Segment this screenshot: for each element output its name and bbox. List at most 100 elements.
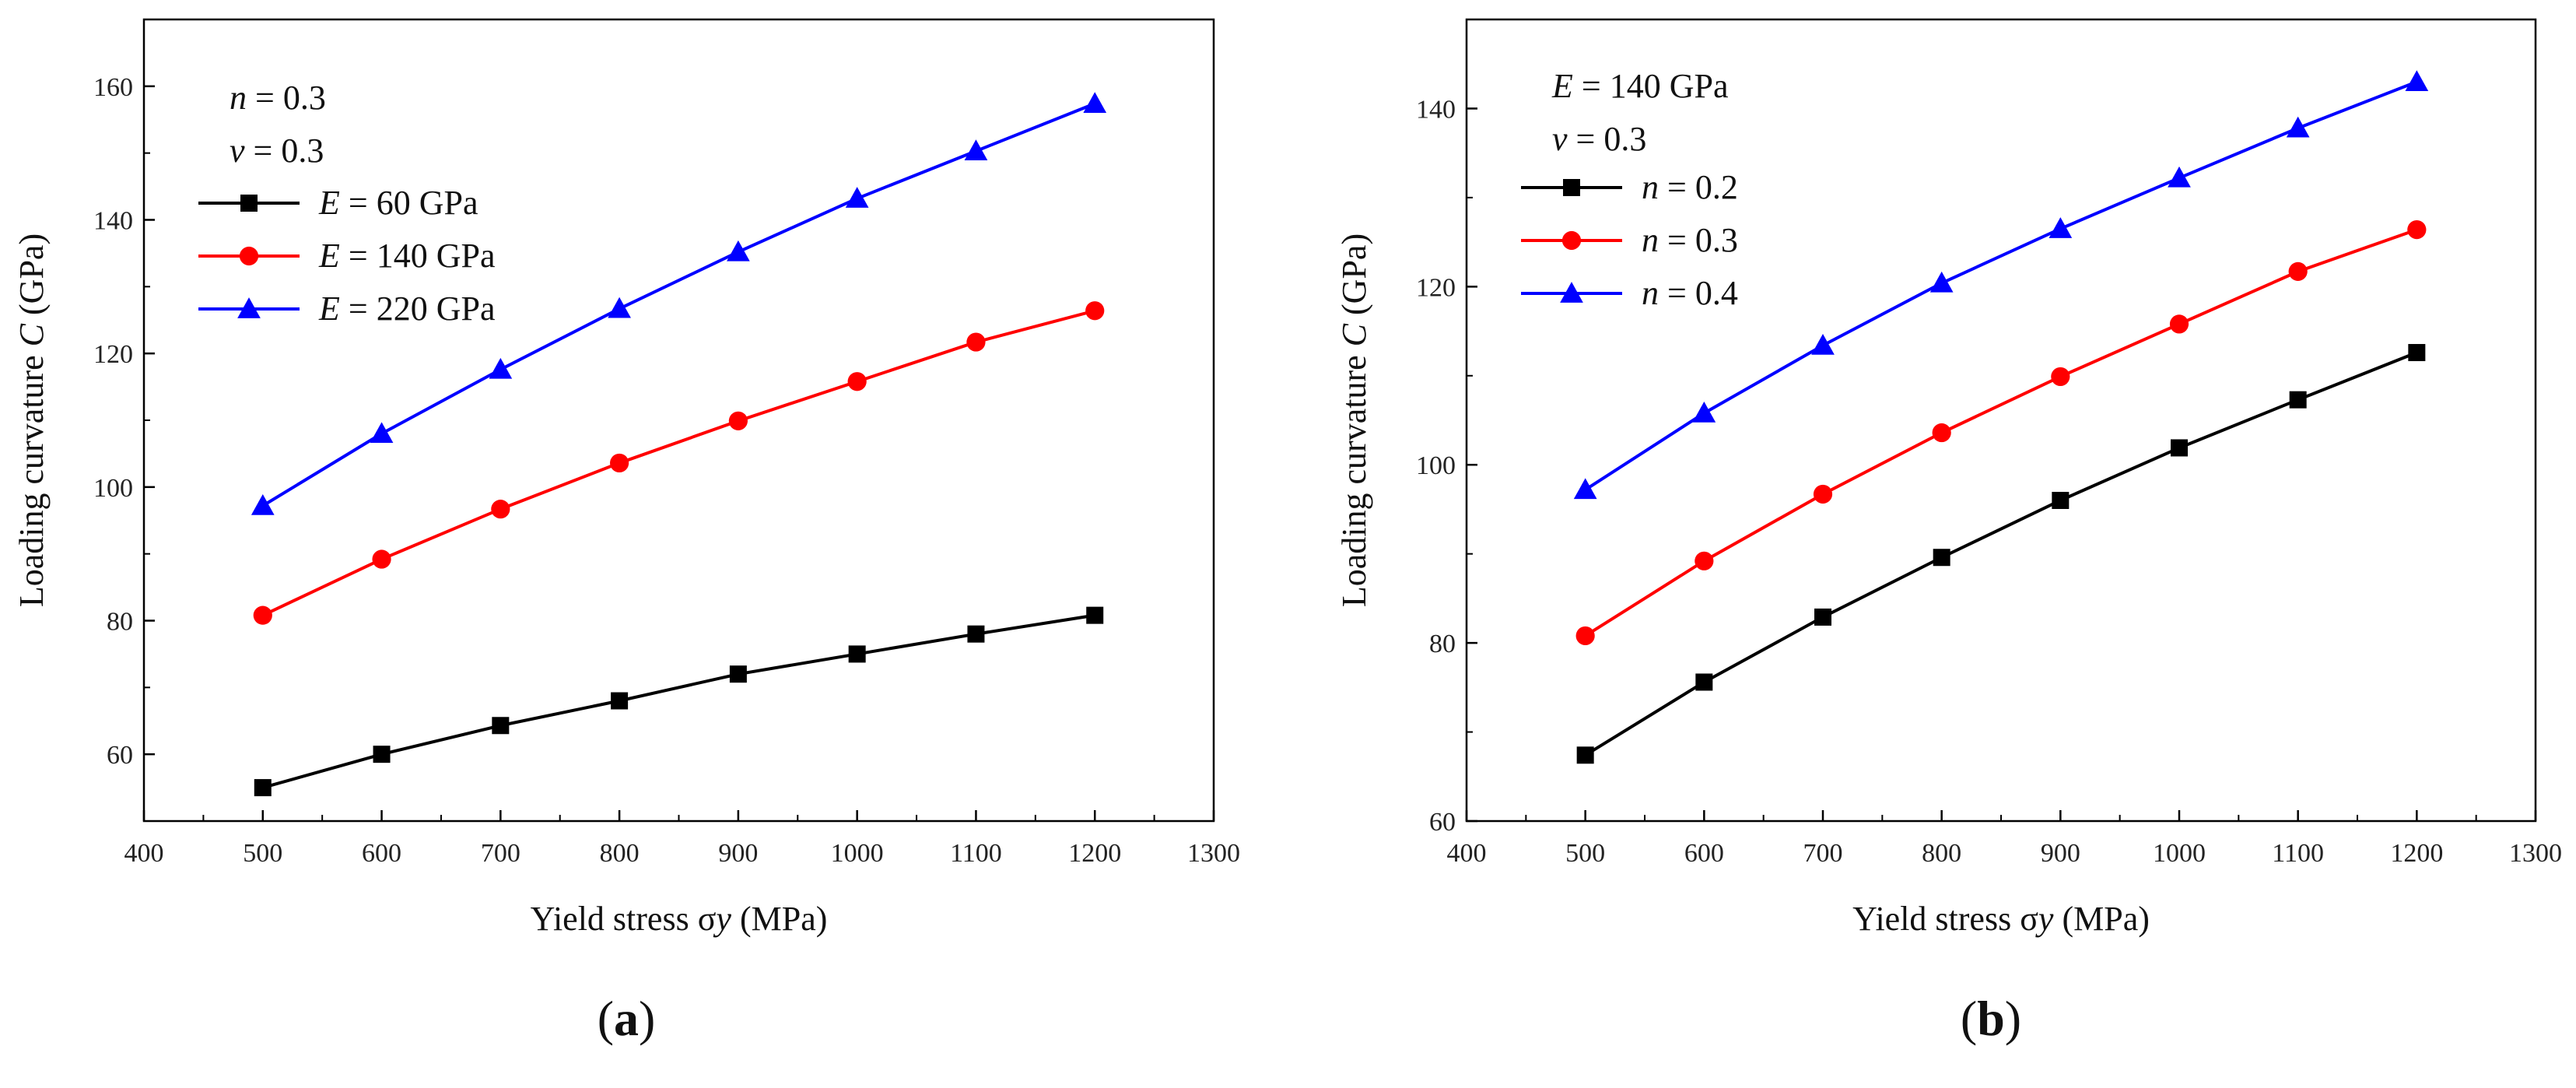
x-tick-label: 400: [124, 839, 164, 868]
data-point-square: [254, 779, 272, 797]
data-point-circle: [1813, 484, 1833, 504]
data-point-triangle: [2049, 217, 2073, 238]
data-point-triangle: [2286, 116, 2310, 138]
panel-label: (a): [598, 991, 656, 1046]
series-line: [1584, 228, 2417, 637]
data-point-circle: [610, 453, 629, 473]
legend-label: E = 140 GPa: [318, 237, 496, 275]
y-axis-title: Loading curvature C (GPa): [12, 233, 51, 607]
x-tick-label: 700: [1803, 839, 1843, 868]
data-point-square: [373, 746, 391, 763]
y-tick-label: 60: [107, 741, 133, 770]
data-point-square: [1086, 606, 1104, 624]
x-axis-title: Yield stress σy (MPa): [1852, 900, 2150, 938]
data-point-circle: [847, 372, 867, 391]
y-tick-label: 100: [93, 474, 133, 503]
data-point-circle: [728, 411, 748, 430]
x-tick-label: 800: [600, 839, 640, 868]
y-tick-label: 60: [1429, 808, 1456, 837]
annotation-text: E = 140 GPa: [1551, 67, 1729, 105]
legend-label: E = 60 GPa: [318, 184, 478, 222]
chart-panel-b: 400 500 600 700 800 900 1000 1100 1200 1300 60 80 10…: [1335, 18, 2562, 1046]
series-line: [262, 613, 1095, 790]
data-point-square: [1695, 673, 1713, 691]
data-point-triangle: [489, 357, 513, 379]
annotation-text: ν = 0.3: [230, 132, 324, 170]
x-tick-label: 1000: [831, 839, 884, 868]
legend-label: E = 220 GPa: [318, 290, 496, 328]
data-point-square: [967, 625, 985, 643]
data-point-square: [1563, 179, 1580, 196]
x-tick-label: 1100: [950, 839, 1002, 868]
x-tick-label: 1300: [2509, 839, 2562, 868]
data-point-square: [2052, 492, 2070, 509]
data-point-circle: [372, 549, 391, 569]
x-tick-label: 400: [1447, 839, 1487, 868]
x-tick-label: 900: [2041, 839, 2080, 868]
data-point-circle: [1575, 626, 1595, 646]
series-line: [1584, 80, 2418, 491]
y-axis-title: Loading curvature C (GPa): [1335, 233, 1373, 607]
data-point-circle: [1561, 230, 1582, 251]
data-point-square: [848, 645, 866, 663]
x-tick-label: 600: [362, 839, 401, 868]
x-tick-label: 1100: [2272, 839, 2324, 868]
x-tick-label: 500: [1565, 839, 1605, 868]
legend-label: n = 0.2: [1642, 168, 1738, 206]
annotation-text: ν = 0.3: [1552, 120, 1646, 158]
data-point-square: [240, 195, 258, 212]
data-point-circle: [2051, 367, 2070, 387]
data-point-triangle: [1692, 401, 1716, 423]
x-tick-label: 500: [243, 839, 282, 868]
data-point-circle: [1085, 301, 1105, 321]
data-point-triangle: [964, 139, 988, 160]
data-point-circle: [2169, 314, 2189, 334]
y-tick-label: 120: [1416, 273, 1456, 302]
data-point-square: [2171, 439, 2188, 457]
y-tick-label: 100: [1416, 451, 1456, 480]
data-point-triangle: [608, 297, 631, 318]
y-tick-label: 120: [93, 340, 133, 369]
panel-label: (b): [1961, 991, 2021, 1046]
data-point-triangle: [1083, 92, 1107, 114]
x-tick-label: 900: [718, 839, 758, 868]
data-point-circle: [2288, 261, 2308, 281]
legend-label: n = 0.4: [1642, 274, 1738, 312]
x-tick-label: 600: [1684, 839, 1724, 868]
x-tick-label: 1000: [2153, 839, 2206, 868]
data-point-triangle: [845, 187, 869, 208]
data-point-square: [1576, 746, 1594, 764]
x-tick-label: 1200: [1068, 839, 1121, 868]
data-point-triangle: [370, 422, 394, 444]
data-point-circle: [239, 246, 259, 266]
data-point-square: [1933, 549, 1950, 567]
series-line: [261, 309, 1095, 617]
x-tick-label: 1200: [2390, 839, 2443, 868]
x-tick-label: 700: [481, 839, 520, 868]
data-point-circle: [2407, 219, 2427, 240]
data-point-square: [611, 692, 629, 710]
y-tick-label: 80: [107, 608, 133, 637]
legend-label: n = 0.3: [1642, 221, 1738, 259]
x-tick-label: 1300: [1187, 839, 1240, 868]
data-point-triangle: [251, 494, 275, 515]
data-point-triangle: [1560, 282, 1583, 303]
data-point-square: [729, 665, 747, 683]
data-point-triangle: [727, 240, 750, 261]
x-tick-label: 800: [1922, 839, 1961, 868]
y-tick-label: 160: [93, 73, 133, 102]
y-tick-label: 140: [93, 207, 133, 236]
data-point-square: [2289, 391, 2307, 409]
y-tick-label: 80: [1429, 630, 1456, 658]
data-point-square: [492, 717, 510, 735]
data-point-triangle: [1929, 271, 1954, 293]
data-point-square: [2408, 344, 2426, 362]
data-point-circle: [253, 605, 272, 625]
data-point-triangle: [1573, 478, 1597, 500]
data-point-circle: [1932, 423, 1951, 443]
data-point-triangle: [1811, 334, 1835, 355]
data-point-triangle: [2405, 70, 2429, 91]
data-point-triangle: [2168, 166, 2191, 188]
annotation-text: n = 0.3: [230, 79, 326, 117]
